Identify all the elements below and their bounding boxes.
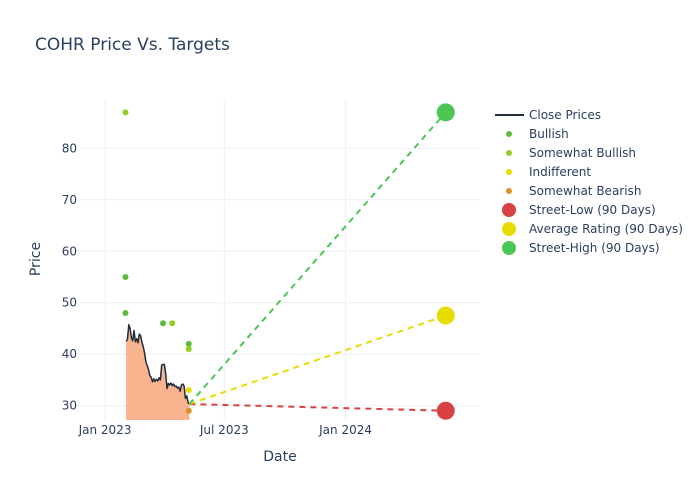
- rating-point: [122, 273, 129, 280]
- rating-point: [169, 320, 176, 327]
- target-markers: [436, 103, 455, 420]
- close-price-area: [126, 324, 190, 420]
- y-axis-title: Price: [28, 242, 44, 276]
- legend-label: Street-Low (90 Days): [529, 203, 656, 217]
- legend-label: Average Rating (90 Days): [529, 222, 683, 236]
- legend-swatch-dot: [506, 131, 512, 137]
- y-tick-label: 40: [62, 347, 77, 361]
- target-lines: [188, 111, 447, 412]
- legend-label: Somewhat Bullish: [529, 146, 636, 160]
- rating-point: [185, 407, 192, 414]
- x-axis: Jan 2023 Jul 2023 Jan 2024: [78, 423, 372, 437]
- target-line: [188, 111, 447, 405]
- y-tick-label: 50: [62, 296, 77, 310]
- y-tick-label: 30: [62, 399, 77, 413]
- legend-swatch-marker: [502, 241, 516, 255]
- legend-swatch-dot: [506, 150, 512, 156]
- legend-swatch-marker: [502, 222, 516, 236]
- y-tick-label: 60: [62, 244, 77, 258]
- target-line: [189, 403, 446, 412]
- chart-title: COHR Price Vs. Targets: [35, 35, 230, 55]
- x-axis-title: Date: [263, 449, 296, 465]
- rating-point: [185, 346, 192, 353]
- legend-swatch-dot: [506, 188, 512, 194]
- y-tick-label: 70: [62, 193, 77, 207]
- legend-swatch-marker: [502, 203, 516, 217]
- target-marker: [436, 306, 455, 325]
- grid: [80, 100, 480, 420]
- y-tick-label: 80: [62, 141, 77, 155]
- target-marker: [436, 401, 455, 420]
- x-tick-label: Jul 2023: [199, 423, 249, 437]
- legend-swatch-dot: [506, 169, 512, 175]
- legend: Close Prices Bullish Somewhat Bullish Indif…: [495, 108, 683, 255]
- rating-point: [185, 340, 192, 347]
- target-marker: [436, 103, 455, 122]
- rating-point: [185, 387, 192, 394]
- x-tick-label: Jan 2023: [78, 423, 132, 437]
- target-line: [189, 314, 447, 405]
- plot-area: [80, 100, 480, 420]
- y-axis: 30 40 50 60 70 80: [62, 141, 77, 412]
- x-tick-label: Jan 2024: [318, 423, 372, 437]
- rating-point: [160, 320, 167, 327]
- rating-point: [122, 309, 129, 316]
- rating-point: [122, 109, 129, 116]
- legend-label: Street-High (90 Days): [529, 241, 660, 255]
- close-price-line: [125, 324, 190, 405]
- legend-label: Indifferent: [529, 165, 591, 179]
- legend-label: Close Prices: [529, 108, 601, 122]
- close-price-fill: [126, 324, 190, 420]
- legend-label: Somewhat Bearish: [529, 184, 641, 198]
- legend-label: Bullish: [529, 127, 569, 141]
- close-price-path: [125, 324, 190, 405]
- rating-points: [122, 109, 192, 414]
